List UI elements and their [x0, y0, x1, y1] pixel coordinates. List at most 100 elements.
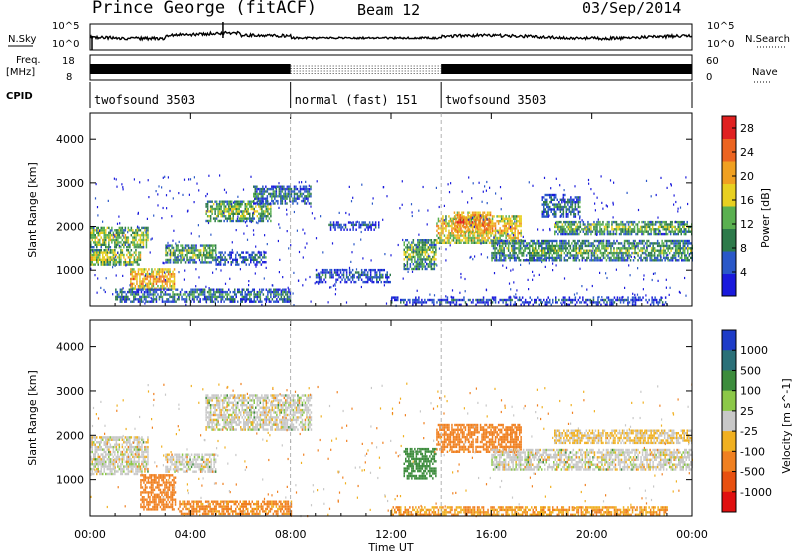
power-cell — [553, 193, 555, 197]
power-cell — [634, 239, 636, 243]
power-cell — [514, 303, 516, 306]
power-cell — [611, 244, 614, 248]
power-cell — [190, 249, 193, 252]
power-cell — [224, 263, 226, 266]
power-cell — [652, 259, 654, 262]
power-cell — [229, 212, 231, 215]
power-cell — [543, 215, 545, 218]
power-cell — [102, 238, 104, 242]
power-speck — [100, 286, 102, 289]
power-cell — [574, 201, 577, 204]
power-cell — [575, 249, 578, 252]
power-cell — [418, 267, 421, 271]
power-cell — [641, 259, 644, 262]
power-cell — [412, 251, 415, 254]
power-cell — [610, 242, 612, 245]
power-cell — [603, 225, 606, 229]
power-cell — [547, 193, 549, 197]
power-cell — [318, 273, 321, 277]
power-cell — [206, 203, 209, 206]
power-cell — [666, 228, 669, 231]
power-cell — [631, 244, 633, 248]
power-cell — [623, 247, 626, 250]
power-cell — [205, 295, 207, 299]
power-cell — [491, 222, 494, 225]
power-cell — [421, 251, 424, 254]
power-cell — [560, 247, 563, 250]
power-cell — [146, 273, 149, 276]
power-cell — [685, 232, 687, 236]
power-cell — [494, 234, 497, 237]
power-cell — [651, 223, 654, 226]
power-cell — [265, 217, 268, 220]
power-cell — [620, 247, 623, 250]
power-cell — [206, 205, 209, 208]
power-cell — [559, 203, 562, 206]
power-cell — [494, 254, 496, 257]
power-cell — [163, 293, 165, 296]
power-cell — [637, 259, 639, 262]
power-cell — [194, 288, 197, 291]
power-cell — [321, 271, 324, 274]
power-cell — [565, 201, 568, 204]
power-speck — [443, 219, 445, 222]
power-cell — [403, 243, 405, 247]
power-cell — [609, 303, 611, 306]
power-cell — [620, 230, 622, 233]
power-cell — [358, 221, 360, 224]
power-cell — [152, 288, 155, 291]
power-cell — [304, 195, 306, 198]
power-cell — [220, 293, 222, 296]
power-cell — [662, 247, 665, 250]
power-cell — [577, 205, 580, 209]
power-cell — [520, 298, 522, 302]
power-cell — [97, 256, 99, 259]
power-cell — [566, 225, 568, 229]
power-cell — [682, 225, 684, 229]
power-cell — [656, 256, 659, 260]
power-cell — [100, 251, 102, 254]
power-cell — [521, 239, 523, 243]
power-cell — [653, 254, 656, 257]
power-cell — [656, 220, 658, 224]
power-cell — [121, 251, 124, 254]
power-cell — [187, 258, 190, 262]
power-cell — [353, 276, 355, 279]
power-cell — [608, 242, 611, 245]
power-cell — [287, 185, 290, 188]
power-cell — [567, 220, 570, 224]
power-cell — [232, 205, 234, 208]
power-cell — [550, 249, 552, 252]
power-cell — [681, 251, 683, 255]
power-cell — [476, 230, 478, 234]
power-cell — [270, 215, 272, 218]
power-cell — [121, 229, 124, 232]
power-cell — [640, 249, 642, 252]
power-cell — [287, 187, 290, 191]
power-cell — [232, 207, 234, 211]
power-cell — [205, 244, 208, 247]
power-cell — [665, 256, 668, 260]
power-cell — [229, 290, 231, 294]
power-cell — [620, 232, 622, 236]
power-cell — [595, 303, 598, 306]
power-cell — [592, 301, 595, 304]
power-cell — [491, 217, 494, 220]
power-cell — [135, 234, 137, 237]
power-cell — [199, 261, 202, 264]
power-cell — [166, 288, 168, 291]
power-cell — [554, 251, 556, 255]
power-cell — [596, 247, 599, 250]
power-cell — [273, 288, 275, 291]
power-speck — [468, 218, 470, 221]
power-cell — [329, 271, 331, 274]
power-cell — [555, 225, 557, 229]
power-cell — [610, 247, 612, 250]
power-cell — [569, 230, 571, 233]
power-cell — [564, 198, 566, 201]
power-cell — [188, 290, 191, 294]
power-cell — [169, 282, 171, 285]
power-cell — [659, 244, 662, 248]
power-cell — [424, 241, 427, 244]
power-cell — [511, 220, 513, 223]
